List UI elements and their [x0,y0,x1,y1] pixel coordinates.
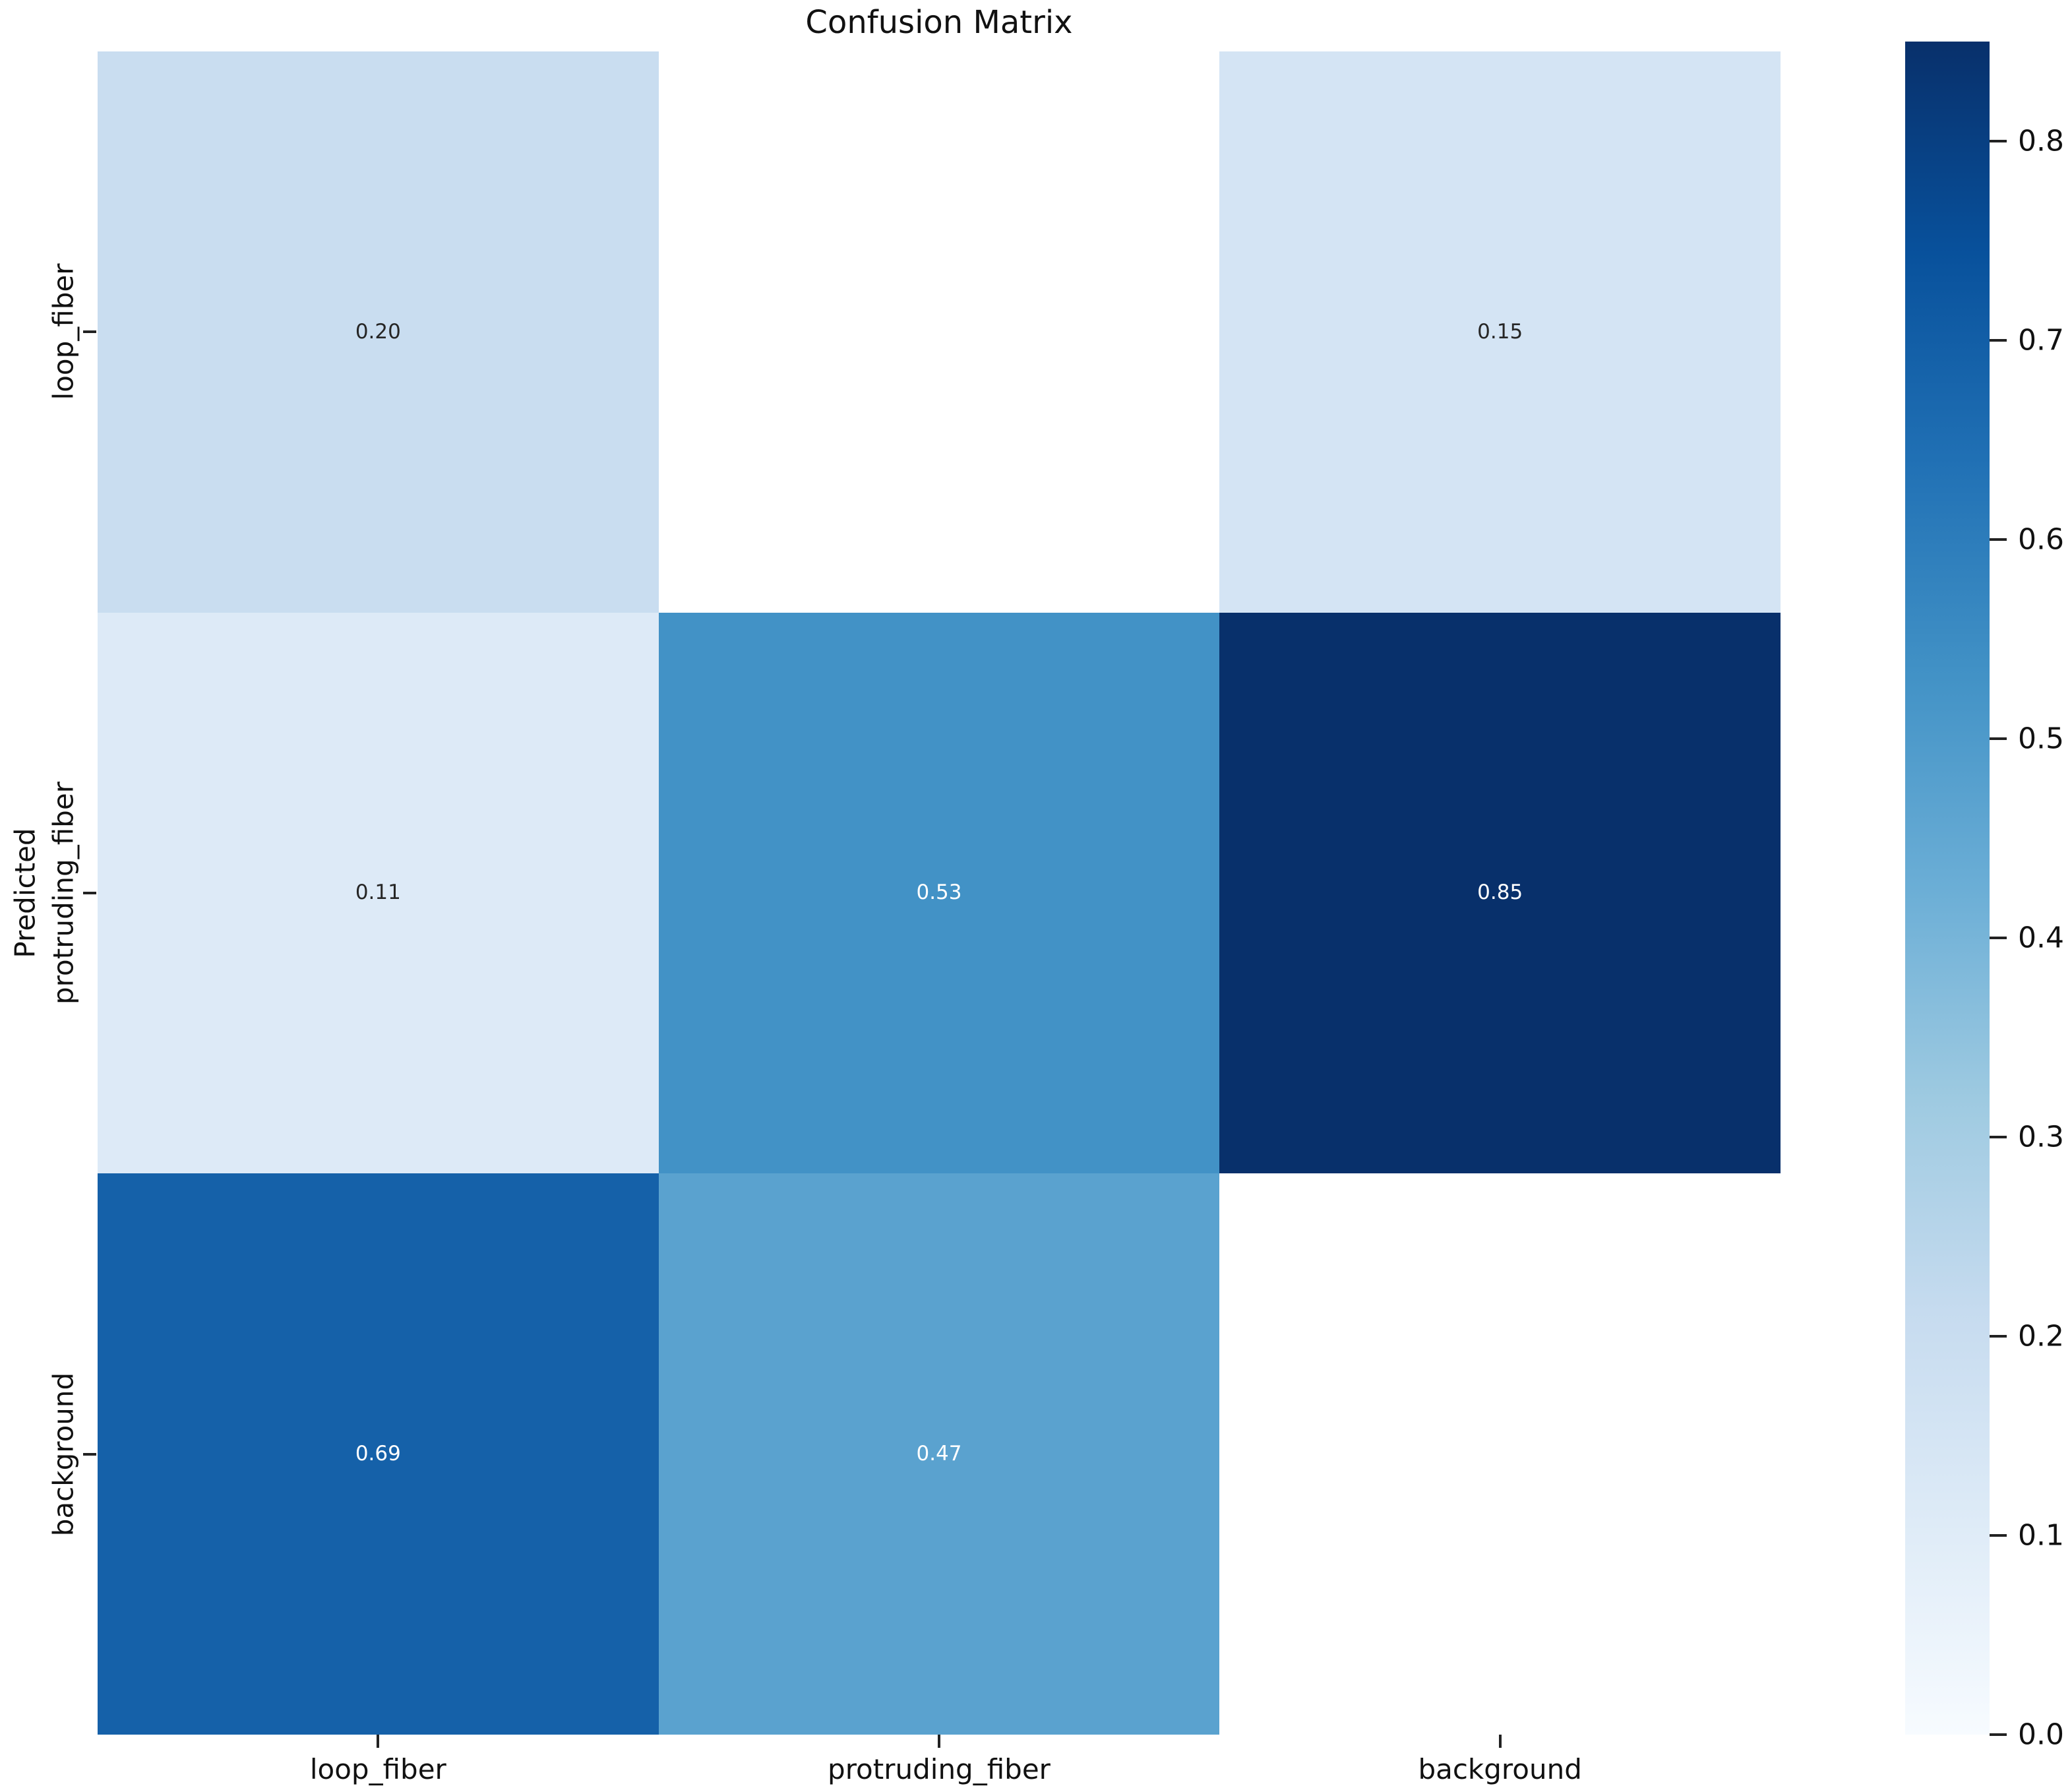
heatmap-cell-background-background [1219,1173,1781,1735]
colorbar-tickmark [1990,538,2007,541]
heatmap-cell-loop_fiber-protruding_fiber [658,51,1220,613]
cell-value: 0.20 [355,319,401,344]
x-tick-label-background: background [1418,1753,1582,1785]
x-tick-label-protruding_fiber: protruding_fiber [828,1753,1051,1785]
y-tick-label-protruding_fiber: protruding_fiber [47,782,80,1004]
colorbar-tick-label-0.7: 0.7 [2018,323,2064,357]
colorbar-tick-label-0.8: 0.8 [2018,124,2064,158]
colorbar-tickmark [1990,1136,2007,1138]
colorbar-tickmark [1990,1534,2007,1537]
heatmap-cell-loop_fiber-loop_fiber: 0.20 [98,51,659,613]
colorbar-tick-label-0.3: 0.3 [2018,1120,2064,1154]
colorbar-tickmark [1990,937,2007,939]
heatmap-cell-protruding_fiber-loop_fiber: 0.11 [98,612,659,1174]
y-tick-label-background: background [47,1372,80,1536]
colorbar-tickmark [1990,140,2007,142]
colorbar-tickmark [1990,1335,2007,1338]
y-axis-label: Predicted [9,828,42,958]
heatmap-cell-background-protruding_fiber: 0.47 [658,1173,1220,1735]
colorbar-tickmark [1990,1733,2007,1736]
cell-value: 0.15 [1477,319,1523,344]
cell-value: 0.53 [916,881,962,905]
cell-value: 0.85 [1477,881,1523,905]
x-axis-tickmark [1498,1735,1502,1748]
colorbar-tickmark [1990,339,2007,342]
x-axis-tickmark [938,1735,940,1748]
y-axis-tickmark [83,1452,96,1456]
colorbar-tick-label-0.1: 0.1 [2018,1518,2064,1553]
colorbar-tick-label-0.5: 0.5 [2018,722,2064,756]
heatmap-grid: 0.20 0.15 0.11 0.53 0.85 0.69 0.47 [98,51,1781,1735]
colorbar-tick-label-0.6: 0.6 [2018,522,2064,557]
colorbar-tick-label-0.4: 0.4 [2018,921,2064,955]
cell-value: 0.47 [916,1442,962,1466]
colorbar-tick-label-0.2: 0.2 [2018,1319,2064,1353]
cell-value: 0.69 [355,1442,401,1466]
heatmap-cell-background-loop_fiber: 0.69 [98,1173,659,1735]
chart-title: Confusion Matrix [805,4,1073,41]
colorbar-gradient [1905,42,1990,1735]
x-tick-label-loop_fiber: loop_fiber [309,1753,446,1785]
heatmap-cell-protruding_fiber-background: 0.85 [1219,612,1781,1174]
x-axis-tickmark [377,1735,380,1748]
colorbar-tick-label-0.0: 0.0 [2018,1717,2064,1752]
cell-value: 0.11 [355,881,401,905]
heatmap-cell-loop_fiber-background: 0.15 [1219,51,1781,613]
y-tick-label-loop_fiber: loop_fiber [47,263,80,400]
y-axis-tickmark [83,330,96,334]
heatmap-cell-protruding_fiber-protruding_fiber: 0.53 [658,612,1220,1174]
colorbar-tickmark [1990,737,2007,740]
y-axis-tickmark [83,892,96,894]
